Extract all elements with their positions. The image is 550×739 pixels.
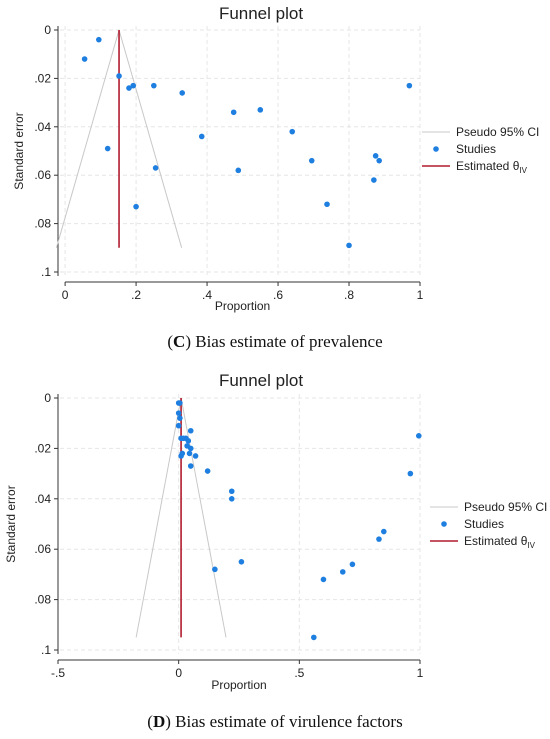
study-point (187, 445, 194, 452)
y-tick-label: .08 (34, 593, 51, 607)
y-tick-label: 0 (44, 23, 51, 37)
legend-studies-label: Studies (464, 517, 504, 531)
x-tick-label: .6 (273, 288, 283, 302)
study-point (381, 528, 387, 535)
y-axis-label: Standard error (12, 112, 26, 189)
study-point (372, 153, 379, 159)
study-point (104, 145, 111, 152)
legend-estimate-subscript: IV (527, 541, 535, 550)
caption-prevalence: (C) Bias estimate of prevalence (167, 332, 383, 351)
study-point (308, 157, 315, 164)
y-tick-label: .04 (34, 120, 51, 134)
x-tick-label: 1 (417, 666, 424, 680)
study-point (235, 167, 242, 174)
y-tick-label: .08 (34, 217, 51, 231)
y-tick-label: .1 (41, 643, 51, 657)
study-point (152, 165, 159, 171)
study-point (238, 559, 245, 565)
study-point (204, 468, 211, 474)
study-point (186, 450, 193, 457)
pseudo-ci-right-line (118, 29, 183, 248)
legend: Pseudo 95% CI Studies Estimated θIV (422, 125, 539, 175)
study-point (349, 561, 356, 568)
study-point (130, 82, 137, 89)
study-point (339, 569, 346, 575)
study-point (133, 203, 139, 210)
legend-estimate-label: Estimated θIV (456, 159, 528, 175)
legend-estimate-label: Estimated θIV (464, 534, 536, 550)
study-point (346, 242, 352, 249)
study-point (192, 453, 199, 459)
y-tick-label: .06 (34, 542, 51, 556)
chart-title: Funnel plot (219, 371, 303, 390)
study-point (177, 415, 183, 421)
x-axis-label: Proportion (215, 299, 270, 313)
legend-pseudo-ci-label: Pseudo 95% CI (456, 125, 539, 139)
study-point (198, 133, 205, 140)
study-point (81, 56, 88, 62)
x-tick-label: 0 (62, 288, 69, 302)
study-point (324, 201, 330, 208)
caption-virulence-factors: (D) Bias estimate of virulence factors (147, 712, 403, 731)
study-point (228, 496, 235, 502)
chart-title: Funnel plot (219, 4, 303, 23)
y-tick-label: 0 (44, 391, 51, 405)
x-tick-label: -.5 (51, 666, 65, 680)
y-tick-label: .02 (34, 441, 51, 455)
study-point (151, 82, 157, 89)
study-point (178, 453, 184, 459)
study-point (116, 73, 122, 79)
x-tick-label: .4 (202, 288, 212, 302)
study-point (230, 109, 237, 116)
x-tick-label: 1 (417, 288, 424, 302)
legend-studies-swatch (433, 146, 439, 152)
study-point (311, 634, 317, 641)
study-point (376, 157, 382, 164)
study-point (175, 410, 182, 416)
study-point (415, 433, 422, 439)
pseudo-ci-left-line (55, 29, 120, 248)
funnel-plot-prevalence: Funnel plot 0 .02 .04 .06 .08 .1 0 .2 .4 .6 .8 1 Prop… (12, 4, 539, 313)
y-tick-label: .06 (34, 168, 51, 182)
pseudo-ci-left-line (135, 397, 182, 638)
study-point (185, 438, 192, 444)
study-point (177, 400, 183, 406)
y-tick-label: .02 (34, 71, 51, 85)
legend-studies-label: Studies (456, 142, 496, 156)
study-point (289, 128, 296, 135)
study-point (407, 470, 414, 477)
study-point (212, 566, 218, 573)
y-axis-label: Standard error (4, 485, 18, 562)
funnel-plot-virulence: Funnel plot 0 .02 .04 .06 .08 .1-.5 0 .5 1 Proport… (4, 371, 547, 692)
y-tick-label: .1 (41, 265, 51, 279)
study-point (179, 90, 186, 96)
study-point (175, 422, 182, 429)
study-point (187, 427, 194, 434)
study-point (228, 488, 235, 495)
study-point (376, 536, 382, 542)
study-point (406, 82, 413, 89)
study-point (180, 435, 187, 442)
study-point (320, 576, 327, 583)
study-point (126, 85, 132, 91)
y-tick-label: .04 (34, 492, 51, 506)
study-point (96, 36, 102, 43)
study-point (187, 463, 194, 469)
x-tick-label: .2 (131, 288, 141, 302)
x-axis-label: Proportion (211, 678, 266, 692)
legend-pseudo-ci-label: Pseudo 95% CI (464, 500, 547, 514)
x-tick-label: .5 (294, 666, 304, 680)
x-tick-label: .8 (344, 288, 354, 302)
legend-studies-swatch (441, 521, 447, 527)
study-point (371, 177, 377, 183)
x-tick-label: 0 (175, 666, 182, 680)
legend-estimate-subscript: IV (519, 166, 527, 175)
pseudo-ci-right-line (180, 397, 227, 638)
legend: Pseudo 95% CI Studies Estimated θIV (430, 500, 547, 550)
study-point (257, 107, 264, 113)
